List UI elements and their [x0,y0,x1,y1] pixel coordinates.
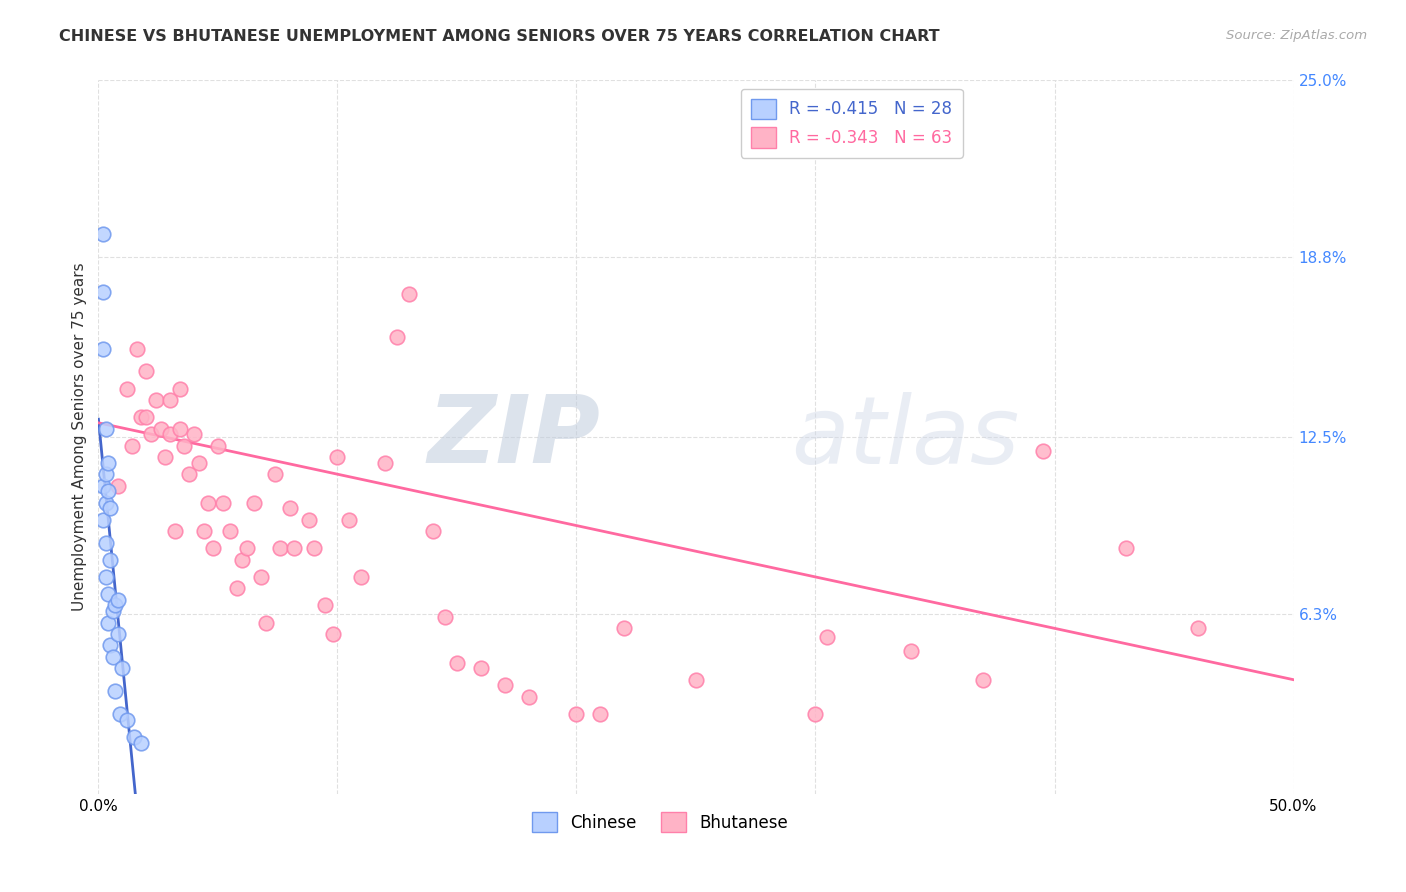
Point [135,364,157,378]
Point [470,661,492,675]
Point [111,661,134,675]
Point [278,501,301,516]
Point [207,439,229,453]
Point [589,706,612,721]
Legend: Chinese, Bhutanese: Chinese, Bhutanese [524,805,796,839]
Point [179,467,201,482]
Point [339,513,361,527]
Point [107,478,129,492]
Point [94,570,117,584]
Point [98,553,122,567]
Point [97,587,120,601]
Point [565,706,588,721]
Point [125,342,148,356]
Point [107,592,129,607]
Point [104,684,127,698]
Point [231,553,253,567]
Point [302,541,325,556]
Point [326,450,349,464]
Point [250,570,273,584]
Point [298,513,321,527]
Point [94,535,117,549]
Point [91,478,114,492]
Point [94,496,117,510]
Point [145,392,167,407]
Point [235,541,257,556]
Point [159,427,181,442]
Point [97,615,120,630]
Point [94,467,117,482]
Point [446,656,468,670]
Text: atlas: atlas [792,392,1019,483]
Point [202,541,225,556]
Point [107,627,129,641]
Point [187,456,209,470]
Point [101,649,124,664]
Point [163,524,186,539]
Point [115,382,138,396]
Point [124,730,146,744]
Point [193,524,215,539]
Point [972,673,994,687]
Point [1115,541,1137,556]
Point [98,639,122,653]
Point [254,615,277,630]
Point [269,541,291,556]
Point [517,690,540,704]
Point [264,467,287,482]
Point [135,410,157,425]
Point [131,410,153,425]
Point [159,392,181,407]
Point [173,439,195,453]
Point [197,496,219,510]
Point [900,644,922,658]
Point [226,582,249,596]
Text: CHINESE VS BHUTANESE UNEMPLOYMENT AMONG SENIORS OVER 75 YEARS CORRELATION CHART: CHINESE VS BHUTANESE UNEMPLOYMENT AMONG … [59,29,939,44]
Point [97,484,120,499]
Point [243,496,266,510]
Point [211,496,233,510]
Point [613,621,636,635]
Point [91,227,114,242]
Point [183,427,205,442]
Point [398,287,420,301]
Y-axis label: Unemployment Among Seniors over 75 years: Unemployment Among Seniors over 75 years [72,263,87,611]
Point [91,285,114,299]
Point [283,541,305,556]
Point [685,673,707,687]
Point [322,627,344,641]
Point [94,421,117,435]
Point [98,501,122,516]
Text: Source: ZipAtlas.com: Source: ZipAtlas.com [1226,29,1367,42]
Point [219,524,242,539]
Point [815,630,838,644]
Point [115,713,138,727]
Point [315,599,337,613]
Point [494,678,516,692]
Point [91,342,114,356]
Point [804,706,827,721]
Point [97,456,120,470]
Point [374,456,396,470]
Point [434,610,457,624]
Point [350,570,373,584]
Point [104,599,127,613]
Point [1187,621,1209,635]
Point [1032,444,1054,458]
Text: ZIP: ZIP [427,391,600,483]
Point [149,421,172,435]
Point [121,439,143,453]
Point [155,450,177,464]
Point [101,604,124,618]
Point [169,421,191,435]
Point [131,735,153,749]
Point [91,513,114,527]
Point [422,524,444,539]
Point [385,330,409,344]
Point [169,382,191,396]
Point [108,706,131,721]
Point [139,427,162,442]
